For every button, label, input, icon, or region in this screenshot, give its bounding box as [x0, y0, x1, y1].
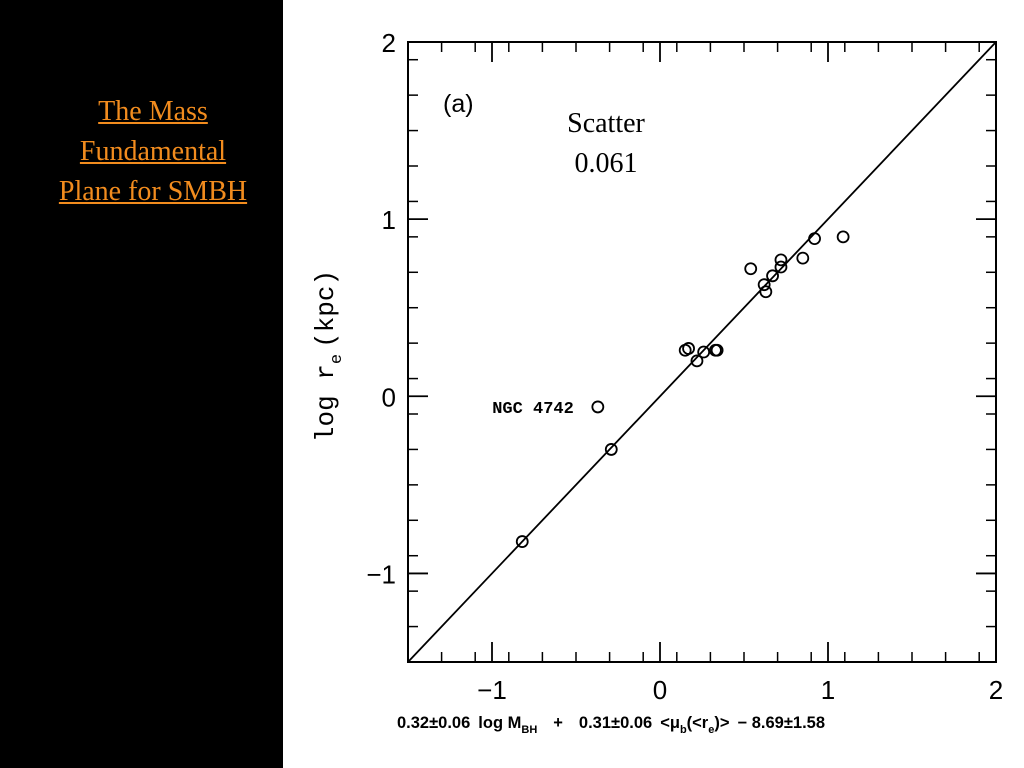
data-point — [710, 343, 724, 357]
data-point — [774, 253, 788, 267]
y-tick-label: 2 — [382, 28, 396, 58]
x-label-mu-mid: (<r — [687, 714, 709, 732]
data-point — [697, 345, 711, 359]
data-point — [759, 285, 773, 299]
x-label-coef1: 0.32±0.06 — [397, 714, 470, 732]
x-label-re-subscript: e — [708, 724, 714, 736]
x-label-mu-open: <μ — [660, 714, 680, 732]
major-ticks — [408, 41, 997, 662]
minor-ticks — [407, 42, 996, 663]
data-point — [808, 232, 821, 246]
y-tick-label: 1 — [382, 205, 396, 235]
data-point — [796, 251, 810, 265]
figure-panel: −1 0 1 2 −1 0 1 2 (a) Scatter 0.061 NGC 4742 l… — [283, 0, 1024, 768]
slide-title-line-1: The Mass — [98, 96, 208, 127]
y-tick-labels: −1 0 1 2 — [366, 28, 396, 589]
x-tick-label: 2 — [989, 675, 1003, 705]
x-label-plus: + — [553, 714, 563, 732]
x-axis-label: 0.32±0.06 log MBH +0.31±0.06 <μb(<re)> − 8.6… — [397, 714, 825, 736]
x-tick-label: −1 — [477, 675, 507, 705]
y-axis-label-subscript: e — [328, 354, 347, 364]
data-point — [515, 535, 529, 548]
reference-line-y-equals-x — [407, 41, 997, 663]
annotation-ngc-4742: NGC 4742 — [492, 400, 574, 419]
x-tick-label: 1 — [821, 675, 835, 705]
x-label-mass-subscript: BH — [521, 724, 537, 736]
slide-title-line-2: Fundamental — [79, 136, 227, 167]
x-label-mu-subscript: b — [680, 724, 687, 736]
y-axis-label-unit: (kpc) — [311, 270, 341, 348]
y-axis-label: log re (kpc) — [311, 270, 347, 442]
slide-left-panel — [0, 0, 283, 768]
data-point — [682, 342, 695, 355]
slide-title-line-3: Plane for SMBH — [58, 176, 248, 207]
data-point — [591, 400, 605, 414]
x-label-coef2: 0.31±0.06 — [579, 714, 652, 732]
x-tick-labels: −1 0 1 2 — [477, 675, 1003, 705]
data-points — [515, 230, 850, 548]
x-label-constant: − 8.69±1.58 — [738, 714, 826, 732]
plot-frame — [407, 41, 997, 663]
data-point — [604, 443, 618, 456]
x-label-mu-close: )> — [714, 714, 729, 732]
data-point — [774, 260, 788, 274]
panel-label: (a) — [443, 90, 474, 118]
x-tick-label: 0 — [653, 675, 667, 705]
scatter-value: 0.061 — [575, 148, 638, 179]
scatter-label: Scatter — [567, 108, 645, 139]
y-axis-label-main: log r — [311, 364, 341, 442]
data-point — [757, 278, 771, 292]
y-tick-label: −1 — [366, 559, 396, 589]
data-point — [690, 354, 704, 368]
slide-title: The Mass Fundamental Plane for SMBH — [0, 92, 306, 212]
y-tick-label: 0 — [382, 382, 396, 412]
data-point — [836, 230, 850, 244]
scatter-plot: −1 0 1 2 −1 0 1 2 (a) Scatter 0.061 NGC 4742 l… — [311, 28, 1003, 736]
data-point — [744, 262, 758, 276]
x-label-log: log M — [478, 714, 521, 732]
data-point — [766, 269, 779, 283]
